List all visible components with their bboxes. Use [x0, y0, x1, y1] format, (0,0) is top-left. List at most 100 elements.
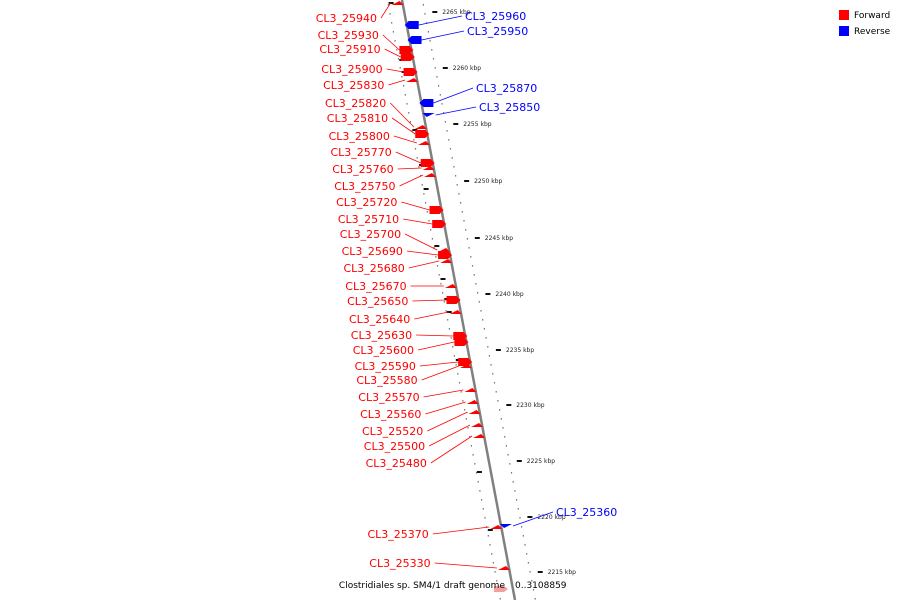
forward-gene-label: CL3_25900	[321, 63, 382, 76]
forward-gene-connector	[417, 341, 455, 351]
forward-gene-connector	[428, 424, 471, 447]
forward-gene-label: CL3_25580	[356, 374, 417, 387]
forward-gene-feature	[473, 434, 486, 438]
forward-gene-feature	[466, 400, 479, 404]
tick-mark	[537, 571, 543, 573]
gene-features	[388, 1, 513, 592]
genome-caption: Clostridiales sp. SM4/1 draft genome 0..…	[339, 581, 567, 591]
forward-gene-label: CL3_25820	[325, 97, 386, 110]
forward-gene-label: CL3_25480	[366, 457, 427, 470]
genome-range: 0..3108859	[515, 581, 567, 591]
reverse-gene-label: CL3_25960	[465, 10, 526, 23]
reverse-gene-connector	[421, 30, 465, 41]
reverse-gene-feature	[404, 21, 419, 29]
label-connectors	[380, 2, 554, 569]
tick-label: 2245 kbp	[485, 235, 513, 242]
minor-feature	[423, 188, 429, 190]
forward-gene-feature	[497, 566, 510, 570]
forward-gene-connector	[401, 201, 430, 211]
forward-gene-feature	[432, 220, 447, 228]
forward-gene-label: CL3_25710	[338, 213, 399, 226]
forward-gene-label: CL3_25800	[329, 130, 390, 143]
reverse-gene-feature	[419, 99, 434, 107]
forward-gene-connector	[399, 174, 424, 187]
forward-gene-connector	[421, 365, 460, 381]
reverse-gene-feature	[407, 36, 422, 44]
tick-label: 2250 kbp	[474, 178, 502, 185]
forward-gene-label: CL3_25690	[342, 245, 403, 258]
forward-gene-connector	[391, 117, 416, 135]
forward-gene-feature	[391, 1, 404, 5]
forward-gene-feature	[423, 173, 436, 177]
reverse-gene-connector	[512, 511, 554, 527]
forward-gene-connector	[384, 48, 401, 58]
forward-gene-connector	[432, 526, 490, 535]
forward-gene-label: CL3_25700	[340, 228, 401, 241]
minor-feature	[440, 278, 446, 280]
forward-gene-feature	[414, 125, 427, 129]
tick-mark	[442, 67, 448, 69]
forward-gene-label: CL3_25750	[334, 180, 395, 193]
forward-gene-feature	[403, 68, 418, 76]
forward-gene-connector	[406, 250, 439, 256]
forward-gene-label: CL3_25930	[318, 29, 379, 42]
forward-gene-connector	[416, 334, 454, 337]
tick-mark	[495, 349, 501, 351]
forward-gene-feature	[446, 296, 461, 304]
forward-gene-feature	[429, 206, 444, 214]
forward-gene-label: CL3_25590	[355, 360, 416, 373]
forward-gene-feature	[415, 130, 430, 138]
forward-gene-connector	[408, 260, 440, 269]
legend: Forward Reverse	[839, 10, 891, 37]
forward-gene-feature	[459, 364, 472, 368]
forward-gene-feature	[440, 259, 453, 263]
forward-gene-feature	[399, 46, 414, 54]
forward-gene-label: CL3_25560	[360, 408, 421, 421]
forward-gene-label: CL3_25370	[367, 528, 428, 541]
tick-mark	[485, 293, 491, 295]
tick-label: 2235 kbp	[506, 347, 534, 354]
forward-gene-label: CL3_25520	[362, 425, 423, 438]
forward-gene-label: CL3_25830	[323, 79, 384, 92]
tick-label: 2265 kbp	[442, 9, 470, 16]
forward-gene-label: CL3_25670	[345, 280, 406, 293]
forward-gene-connector	[397, 167, 422, 170]
reverse-gene-connector	[433, 87, 474, 104]
tick-mark	[527, 516, 533, 518]
tick-label: 2240 kbp	[495, 291, 523, 298]
tick-marks: 2265 kbp 2260 kbp 2255 kbp 2250 kbp 2245 kbp…	[432, 9, 576, 576]
forward-gene-connector	[412, 299, 447, 302]
reverse-gene-connector	[435, 106, 477, 116]
forward-gene-connector	[425, 401, 466, 415]
forward-gene-label: CL3_25720	[336, 196, 397, 209]
forward-gene-connector	[404, 233, 438, 251]
forward-gene-feature	[422, 166, 435, 170]
legend-reverse-swatch	[839, 26, 849, 36]
forward-gene-label: CL3_25760	[332, 163, 393, 176]
forward-gene-connector	[427, 411, 468, 432]
minor-feature	[412, 129, 418, 131]
forward-gene-feature	[490, 525, 503, 529]
forward-gene-label: CL3_25810	[327, 112, 388, 125]
forward-gene-feature	[449, 310, 462, 314]
legend-forward-swatch	[839, 10, 849, 20]
forward-gene-connector	[382, 34, 400, 51]
forward-gene-connector	[430, 435, 473, 464]
tick-label: 2220 kbp	[537, 514, 565, 521]
forward-gene-label: CL3_25500	[364, 440, 425, 453]
tick-mark	[464, 180, 470, 182]
forward-gene-feature	[417, 141, 430, 145]
minor-feature	[476, 471, 482, 473]
tick-mark	[432, 11, 438, 13]
tick-mark	[506, 404, 512, 406]
forward-gene-connector	[388, 79, 406, 86]
forward-gene-label: CL3_25940	[316, 12, 377, 25]
forward-gene-label: CL3_25640	[349, 313, 410, 326]
reverse-gene-label: CL3_25870	[476, 82, 537, 95]
forward-gene-label: CL3_25570	[358, 391, 419, 404]
tick-mark	[453, 123, 459, 125]
reverse-gene-label: CL3_25360	[556, 506, 617, 519]
minor-feature	[434, 245, 440, 247]
reverse-gene-label: CL3_25950	[467, 25, 528, 38]
